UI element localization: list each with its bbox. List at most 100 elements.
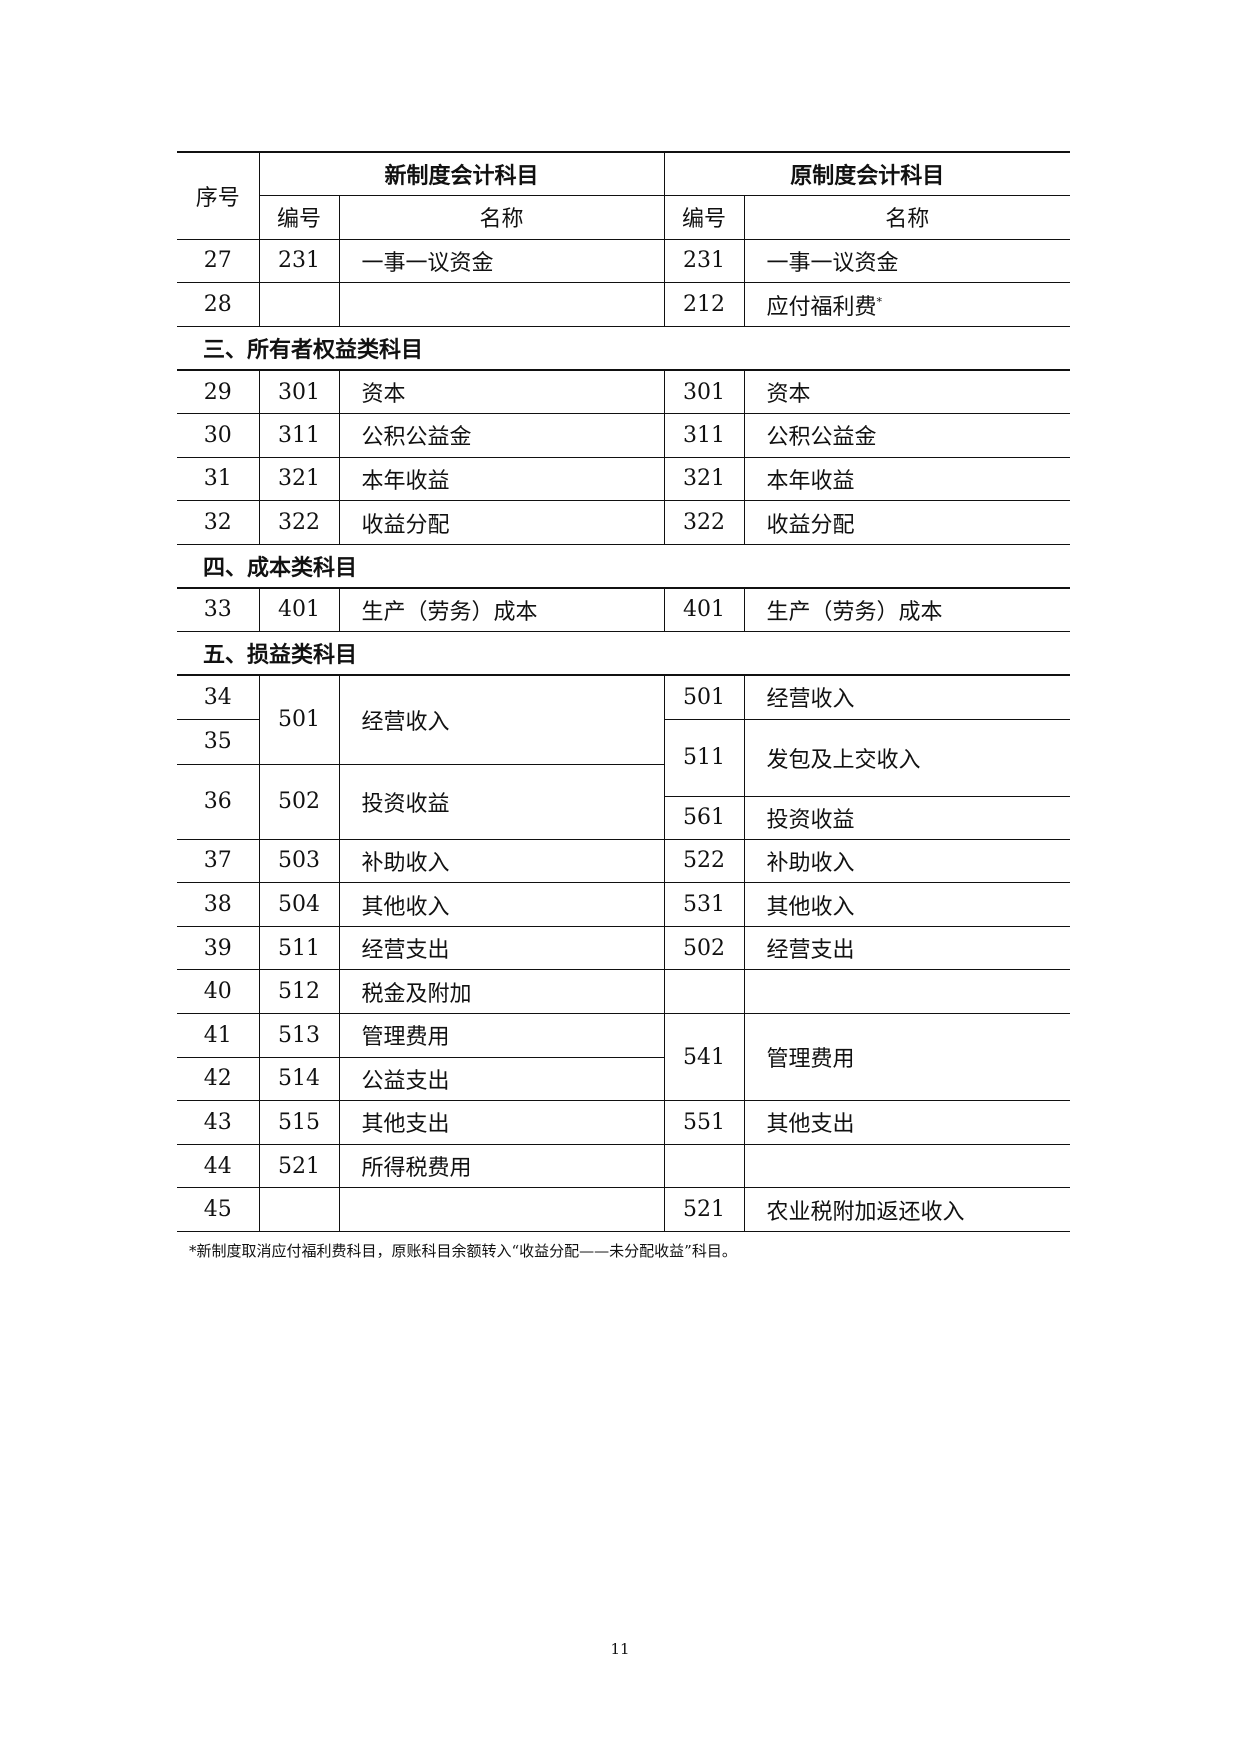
new-code: 503 [258, 838, 339, 884]
old-code: 561 [663, 795, 745, 840]
table-row: 28 212 应付福利费* [177, 282, 1071, 327]
seq: 27 [177, 238, 259, 284]
old-name-text: 应付福利费 [766, 294, 877, 320]
table-row: 32 322 收益分配 322 收益分配 [177, 500, 1071, 545]
header-new-code: 编号 [258, 195, 339, 240]
account-mapping-table: 序号 新制度会计科目 原制度会计科目 编号 名称 编号 名称 27 231 一事… [177, 150, 1071, 1232]
seq: 45 [177, 1187, 259, 1232]
new-name [338, 282, 665, 327]
new-code: 515 [258, 1100, 339, 1145]
header-old-system: 原制度会计科目 [663, 151, 1071, 197]
new-code: 231 [258, 238, 339, 284]
new-code: 322 [258, 500, 339, 545]
old-name: 经营收入 [743, 674, 1071, 720]
new-code: 502 [258, 763, 339, 840]
table-row: 34 501 经营收入 501 经营收入 [177, 674, 1071, 765]
new-name: 公益支出 [338, 1056, 665, 1102]
header-subrow: 编号 名称 编号 名称 [177, 195, 1071, 240]
old-name [743, 969, 1071, 1014]
section-row: 三、所有者权益类科目 [177, 325, 1071, 371]
new-name [338, 1187, 665, 1232]
seq: 44 [177, 1143, 259, 1189]
section-title: 四、成本类科目 [177, 543, 1071, 589]
new-code: 521 [258, 1143, 339, 1189]
table-row: 41 513 管理费用 541 管理费用 [177, 1012, 1071, 1102]
header-new-name: 名称 [338, 195, 665, 240]
new-code [258, 282, 339, 327]
old-name [743, 1143, 1071, 1189]
old-name: 投资收益 [743, 795, 1071, 840]
old-code: 311 [663, 413, 745, 458]
old-name: 生产（劳务）成本 [743, 587, 1071, 633]
new-name: 其他支出 [338, 1100, 665, 1145]
old-code [663, 969, 745, 1014]
old-code: 322 [663, 500, 745, 545]
new-code: 514 [258, 1056, 339, 1102]
table-row: 37 503 补助收入 522 补助收入 [177, 838, 1071, 884]
table-row: 30 311 公积公益金 311 公积公益金 [177, 413, 1071, 458]
old-name: 收益分配 [743, 500, 1071, 545]
old-name: 一事一议资金 [743, 238, 1071, 284]
seq: 35 [177, 718, 259, 765]
seq: 32 [177, 500, 259, 545]
old-name: 农业税附加返还收入 [743, 1187, 1071, 1232]
table-row: 29 301 资本 301 资本 [177, 369, 1071, 415]
seq: 37 [177, 838, 259, 884]
new-code: 301 [258, 369, 339, 415]
table-row: 38 504 其他收入 531 其他收入 [177, 882, 1071, 927]
seq: 33 [177, 587, 259, 633]
old-code: 521 [663, 1187, 745, 1232]
old-name: 管理费用 [743, 1012, 1071, 1102]
seq: 28 [177, 282, 259, 327]
new-code [258, 1187, 339, 1232]
section-row: 五、损益类科目 [177, 631, 1071, 677]
table-row: 39 511 经营支出 502 经营支出 [177, 925, 1071, 971]
new-name: 生产（劳务）成本 [338, 587, 665, 633]
old-name: 资本 [743, 369, 1071, 415]
seq: 34 [177, 674, 259, 720]
old-name: 补助收入 [743, 838, 1071, 884]
new-code: 501 [258, 674, 339, 765]
header-old-name: 名称 [743, 195, 1071, 240]
old-code: 231 [663, 238, 745, 284]
new-code: 321 [258, 456, 339, 502]
old-code: 522 [663, 838, 745, 884]
new-code: 513 [258, 1013, 339, 1058]
footnote: *新制度取消应付福利费科目，原账科目余额转入“收益分配——未分配收益”科目。 [189, 1242, 737, 1260]
seq: 30 [177, 413, 259, 458]
old-name: 经营支出 [743, 925, 1071, 971]
old-code: 301 [663, 369, 745, 415]
new-name: 经营支出 [338, 925, 665, 971]
new-name: 本年收益 [338, 456, 665, 502]
seq: 42 [177, 1056, 259, 1102]
header-old-code: 编号 [663, 195, 745, 240]
old-name: 应付福利费* [743, 282, 1071, 327]
new-code: 504 [258, 882, 339, 927]
seq: 39 [177, 925, 259, 971]
table-row: 27 231 一事一议资金 231 一事一议资金 [177, 238, 1071, 284]
new-name: 资本 [338, 369, 665, 415]
new-name: 管理费用 [338, 1013, 665, 1058]
old-code: 321 [663, 456, 745, 502]
new-code: 512 [258, 969, 339, 1014]
old-name: 其他支出 [743, 1100, 1071, 1145]
old-name: 其他收入 [743, 882, 1071, 927]
old-code: 551 [663, 1100, 745, 1145]
old-code: 501 [663, 674, 745, 720]
table-row: 33 401 生产（劳务）成本 401 生产（劳务）成本 [177, 587, 1071, 633]
old-code [663, 1143, 745, 1189]
page-number: 11 [610, 1640, 630, 1658]
footnote-mark: * [876, 295, 883, 309]
table-row: 40 512 税金及附加 [177, 969, 1071, 1014]
table-row: 44 521 所得税费用 [177, 1143, 1071, 1189]
table-row: 36 502 投资收益 [177, 763, 1070, 840]
new-code: 311 [258, 413, 339, 458]
new-name: 补助收入 [338, 838, 665, 884]
table-row: 45 521 农业税附加返还收入 [177, 1187, 1071, 1232]
old-code: 401 [663, 587, 745, 633]
new-name: 其他收入 [338, 882, 665, 927]
header-seq: 序号 [177, 150, 259, 240]
table-row: 31 321 本年收益 321 本年收益 [177, 456, 1071, 502]
old-code: 212 [663, 282, 745, 327]
old-code: 502 [663, 925, 745, 971]
